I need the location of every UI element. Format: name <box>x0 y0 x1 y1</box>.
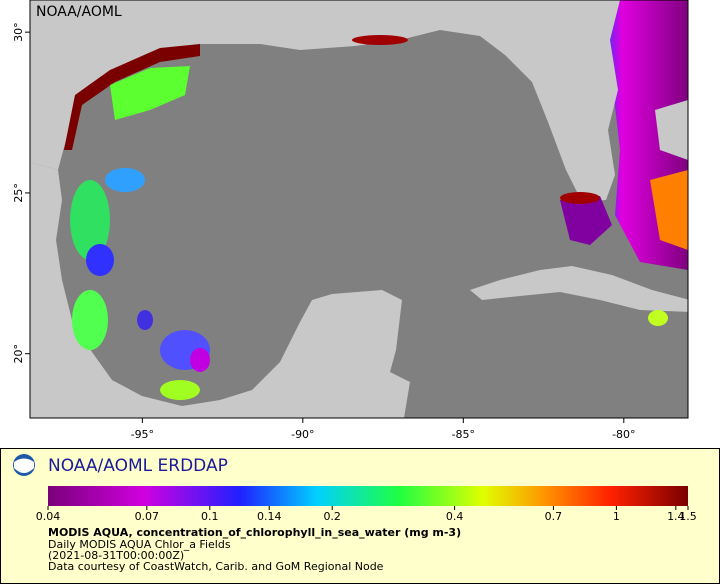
chlorophyll-patch <box>137 310 153 330</box>
chlorophyll-patch <box>64 44 200 150</box>
colorbar-tick-label: 0.14 <box>257 510 282 523</box>
chlorophyll-patch <box>352 35 408 45</box>
subtitle: Daily MODIS AQUA Chlor_a Fields <box>48 538 231 551</box>
colorbar-ticks: 0.04 0.07 0.1 0.14 0.2 0.4 0.7 1 1.41.5 <box>36 506 697 523</box>
y-tick-label: 25° <box>12 183 25 203</box>
colorbar-tick-label: 0.7 <box>545 510 563 523</box>
land <box>655 100 688 160</box>
colorbar-tick-label: 1.4 <box>667 510 685 523</box>
chlorophyll-patch <box>560 192 600 204</box>
axes: -95° -90° -85° -80° 30° 25° 20° <box>12 22 636 441</box>
x-tick-label: -85° <box>452 428 475 441</box>
colorbar-tick-label: 0.1 <box>201 510 219 523</box>
chlorophyll-patch <box>160 380 200 400</box>
chlorophyll-patch <box>560 196 612 245</box>
chlorophyll-patch <box>70 180 110 260</box>
land <box>30 162 410 418</box>
x-tick-label: -90° <box>291 428 314 441</box>
colorbar <box>48 486 688 506</box>
watermark: NOAA/AOML <box>36 4 122 20</box>
x-tick-label: -80° <box>612 428 635 441</box>
chlorophyll-patch <box>105 168 145 192</box>
legend-title: NOAA/AOML ERDDAP <box>48 456 228 476</box>
chlorophyll-patch <box>650 170 688 250</box>
land <box>30 0 620 202</box>
y-tick-label: 30° <box>12 22 25 42</box>
chlorophyll-patch <box>72 290 108 350</box>
map-frame <box>29 0 689 419</box>
chlorophyll-patch <box>648 310 668 326</box>
colorbar-tick-label: 0.2 <box>323 510 341 523</box>
colorbar-tick-label: 1.5 <box>679 510 697 523</box>
colorbar-tick-label: 0.07 <box>135 510 160 523</box>
map: NOAA/AOML <box>30 0 688 418</box>
colorbar-tick-label: 1 <box>613 510 620 523</box>
x-tick-label: -95° <box>131 428 154 441</box>
chlorophyll-patch <box>190 348 210 372</box>
colorbar-tick-label: 0.4 <box>446 510 464 523</box>
y-tick-label: 20° <box>12 344 25 364</box>
land <box>470 266 688 312</box>
credit: Data courtesy of CoastWatch, Carib. and … <box>48 560 384 573</box>
variable: MODIS AQUA, concentration_of_chlorophyll… <box>48 526 461 539</box>
chlorophyll-patch <box>86 244 114 276</box>
colorbar-tick-label: 0.04 <box>36 510 61 523</box>
legend-panel <box>0 448 720 584</box>
time: (2021-08-31T00:00:00Z) <box>48 549 184 562</box>
chlorophyll-patch <box>110 66 190 120</box>
noaa-logo <box>14 458 34 473</box>
